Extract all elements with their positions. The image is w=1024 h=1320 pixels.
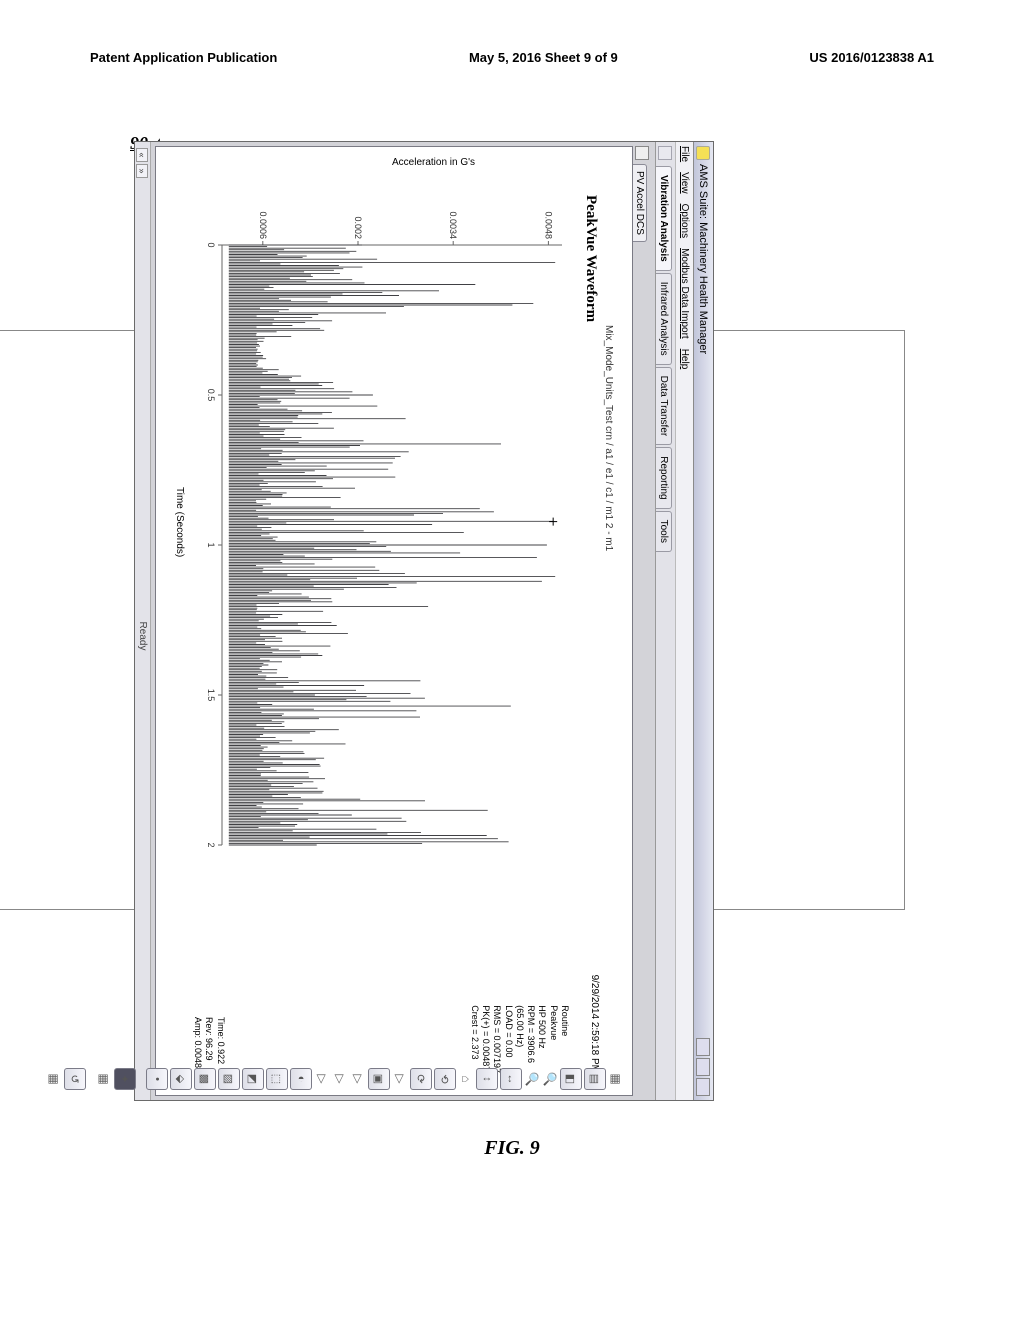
expand-icon[interactable]: ▦ (96, 1071, 112, 1087)
figure-caption: FIG. 9 (0, 1137, 1024, 1160)
app-icon (697, 146, 711, 160)
window-title: AMS Suite: Machinery Health Manager (698, 164, 710, 354)
zoom-in-icon[interactable]: 🔍 (542, 1071, 558, 1087)
toolbar-btn-14[interactable]: ✦ (114, 1068, 136, 1090)
tab-infrared[interactable]: Infrared Analysis (656, 273, 672, 365)
svg-text:1: 1 (206, 542, 216, 547)
sheet-label: May 5, 2016 Sheet 9 of 9 (469, 50, 618, 65)
toolbar-btn-4[interactable]: ⟲ (434, 1068, 456, 1090)
content-area: PV Accel DCS Mix_Mode_Units_Test crn / a… (151, 142, 655, 1100)
pub-label: Patent Application Publication (90, 50, 277, 65)
figure-frame: AMS Suite: Machinery Health Manager File… (0, 330, 905, 910)
toolbar-btn-8[interactable]: ⬚ (266, 1068, 288, 1090)
toolbar-btn-0[interactable]: ▤ (584, 1068, 606, 1090)
play-icon[interactable]: ▷ (392, 1071, 408, 1087)
toolbar-btn-12[interactable]: ⬙ (170, 1068, 192, 1090)
nav-left[interactable]: « (137, 148, 149, 162)
toolbar-btn-5[interactable]: ⟳ (410, 1068, 432, 1090)
ffast-icon[interactable]: ▷ (314, 1071, 330, 1087)
toolbar-btn-6[interactable]: ▣ (368, 1068, 390, 1090)
chart-title: PeakVue Waveform (582, 195, 599, 1075)
chart-panel: Mix_Mode_Units_Test crn / a1 / e1 / c1 /… (155, 146, 633, 1096)
svg-text:1.5: 1.5 (206, 689, 216, 702)
menu-file[interactable]: File (679, 146, 690, 162)
tab-tools[interactable]: Tools (656, 511, 672, 552)
x-axis-label: Time (Seconds) (174, 487, 185, 557)
cursor-readout: Time: 0.922Rev: 96.29Amp: 0.00487 (192, 1017, 226, 1073)
tab-vibration[interactable]: Vibration Analysis (656, 166, 672, 271)
svg-text:0.0006: 0.0006 (258, 211, 268, 239)
home-icon[interactable]: ⌂ (458, 1071, 474, 1087)
main-tabstrip: Vibration Analysis Infrared Analysis Dat… (655, 142, 675, 1100)
toolbar-btn-3[interactable]: ↕ (476, 1068, 498, 1090)
svg-text:2: 2 (206, 842, 216, 847)
status-text: Ready (137, 622, 148, 651)
inner-tabstrip: PV Accel DCS (633, 146, 651, 1096)
inner-tab-pvaccel[interactable]: PV Accel DCS (633, 164, 647, 242)
minimize-button[interactable] (697, 1038, 711, 1056)
maximize-button[interactable] (697, 1058, 711, 1076)
pub-number: US 2016/0123838 A1 (809, 50, 934, 65)
menubar: File View Options Modbus Data Import Hel… (675, 142, 693, 1100)
inner-tab-menu[interactable] (635, 146, 649, 160)
zoom-out-icon[interactable]: 🔍 (524, 1071, 540, 1087)
toolbar-btn-10[interactable]: ▨ (218, 1068, 240, 1090)
fast-icon[interactable]: ▷ (332, 1071, 348, 1087)
grid-icon[interactable]: ▦ (608, 1071, 624, 1087)
chart-timestamp: 9/29/2014 2:59:18 PM (589, 975, 600, 1073)
svg-text:0.0034: 0.0034 (448, 211, 458, 239)
chart-path: Mix_Mode_Units_Test crn / a1 / e1 / c1 /… (603, 325, 614, 1075)
toolbar-btn-13[interactable]: • (146, 1068, 168, 1090)
chart-meta: RoutinePeakvueHP 500 HzRPM = 3906.6(65.0… (469, 1005, 570, 1073)
collapse-icon[interactable]: ▦ (46, 1071, 62, 1087)
app-window: AMS Suite: Machinery Health Manager File… (134, 141, 714, 1101)
toolbar-btn-11[interactable]: ▩ (194, 1068, 216, 1090)
waveform-plot[interactable]: 0.0006 0.002 0.0034 0.0048 0 0.5 1 1.5 2 (192, 205, 572, 855)
svg-text:0.0048: 0.0048 (543, 211, 553, 239)
nav-right[interactable]: » (137, 164, 149, 178)
titlebar: AMS Suite: Machinery Health Manager (693, 142, 713, 1100)
statusbar: « » Ready (135, 142, 151, 1100)
svg-text:0.5: 0.5 (206, 389, 216, 402)
step-icon[interactable]: ▷ (350, 1071, 366, 1087)
menu-modbus[interactable]: Modbus Data Import (679, 248, 690, 339)
tab-reporting[interactable]: Reporting (656, 447, 672, 508)
close-button[interactable] (697, 1078, 711, 1096)
toolbar-btn-1[interactable]: ◧ (560, 1068, 582, 1090)
toolbar-btn-7[interactable]: ◐ (290, 1068, 312, 1090)
svg-text:0.002: 0.002 (353, 216, 363, 239)
menu-options[interactable]: Options (679, 204, 690, 238)
y-axis-label: Acceleration in G's (392, 157, 475, 168)
tab-menu-button[interactable] (659, 146, 673, 160)
tab-datatransfer[interactable]: Data Transfer (656, 367, 672, 446)
toolbar-btn-15[interactable]: ↺ (64, 1068, 86, 1090)
toolbar-btn-2[interactable]: ↔ (500, 1068, 522, 1090)
menu-view[interactable]: View (679, 172, 690, 194)
svg-text:0: 0 (206, 242, 216, 247)
toolbar-btn-9[interactable]: ◩ (242, 1068, 264, 1090)
right-toolbar: ▦ ▤ ◧ 🔍 🔍 ↔ ↕ ⌂ ⟲ ⟳ ▷ ▣ ▷ ▷ ▷ ◐ ⬚ (46, 1067, 624, 1091)
menu-help[interactable]: Help (679, 349, 690, 370)
